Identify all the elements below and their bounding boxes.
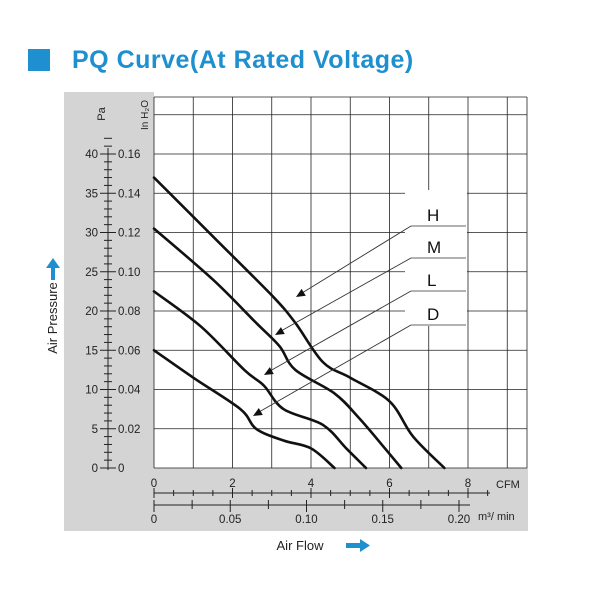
y-tick-label-inh2o: 0.14	[118, 188, 141, 200]
legend-arrowhead-icon	[275, 327, 285, 335]
y-tick-label-pa: 0	[92, 463, 98, 475]
y-tick-label-pa: 25	[85, 267, 98, 279]
y-tick-label-inh2o: 0.02	[118, 424, 140, 436]
y-tick-label-inh2o: 0.10	[118, 267, 140, 279]
y-tick-label-pa: 5	[92, 424, 98, 436]
legend-label-l: L	[427, 271, 436, 290]
legend-label-h: H	[427, 206, 439, 225]
x-tick-label-cfm: 6	[386, 478, 392, 490]
x-unit-m3: m³/ min	[478, 511, 515, 523]
x-tick-label-m3: 0.10	[295, 514, 317, 526]
legend-label-d: D	[427, 305, 439, 324]
y-unit-inh2o: In H₂O	[140, 100, 151, 130]
y-axis-label: Air Pressure	[45, 282, 60, 354]
y-tick-label-pa: 20	[85, 306, 98, 318]
y-tick-label-pa: 35	[85, 188, 98, 200]
curve-h	[152, 176, 446, 470]
legend-label-m: M	[427, 238, 441, 257]
curve-m	[152, 227, 403, 470]
legend-pointer-h	[301, 225, 412, 294]
plot-area	[154, 97, 527, 468]
x-tick-label-m3: 0	[151, 514, 157, 526]
legend-arrowhead-icon	[296, 288, 306, 297]
x-tick-label-m3: 0.20	[448, 514, 470, 526]
y-tick-label-inh2o: 0	[118, 463, 124, 475]
curve-d	[152, 349, 336, 470]
legend-pointer-m	[280, 257, 412, 332]
y-tick-label-inh2o: 0.04	[118, 385, 141, 397]
x-axis-arrow-icon	[346, 539, 370, 552]
x-tick-label-cfm: 4	[308, 478, 315, 490]
bottom-axis-panel	[64, 468, 528, 531]
x-axis-label: Air Flow	[277, 538, 325, 553]
y-tick-label-pa: 10	[85, 385, 98, 397]
title-square-icon	[28, 49, 50, 71]
legend-pointer-l	[269, 290, 412, 372]
legend-arrowhead-icon	[264, 367, 274, 375]
curve-l	[152, 290, 368, 470]
y-tick-label-inh2o: 0.12	[118, 228, 140, 240]
y-axis-arrow-icon	[46, 258, 60, 280]
chart-title: PQ Curve(At Rated Voltage)	[72, 45, 414, 74]
legend-pointer-d	[258, 324, 412, 413]
y-tick-label-inh2o: 0.08	[118, 306, 140, 318]
chart-title-block: PQ Curve(At Rated Voltage)	[28, 42, 414, 78]
x-tick-label-cfm: 2	[229, 478, 235, 490]
y-tick-label-inh2o: 0.16	[118, 149, 140, 161]
x-tick-label-cfm: 0	[151, 478, 157, 490]
x-unit-cfm: CFM	[496, 479, 520, 491]
y-tick-label-pa: 15	[85, 345, 98, 357]
x-tick-label-m3: 0.05	[219, 514, 241, 526]
y-tick-label-pa: 30	[85, 228, 98, 240]
x-tick-label-cfm: 8	[465, 478, 471, 490]
y-tick-label-inh2o: 0.06	[118, 345, 140, 357]
y-unit-pa: Pa	[96, 106, 108, 120]
x-tick-label-m3: 0.15	[372, 514, 394, 526]
y-tick-label-pa: 40	[85, 149, 98, 161]
legend-arrowhead-icon	[253, 408, 263, 416]
